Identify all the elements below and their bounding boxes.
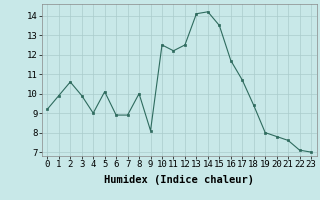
X-axis label: Humidex (Indice chaleur): Humidex (Indice chaleur) [104,175,254,185]
